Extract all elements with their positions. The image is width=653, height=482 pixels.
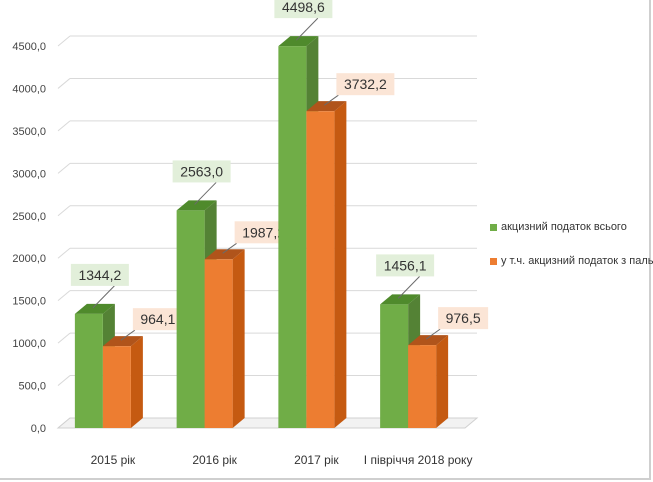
data-label: 976,5 (446, 310, 481, 326)
bar-top (176, 200, 217, 211)
x-tick-label: 2017 рік (294, 453, 339, 467)
gridline-side (57, 35, 71, 47)
bar (176, 210, 205, 428)
gridline-side (57, 375, 71, 386)
data-label: 1456,1 (384, 257, 427, 273)
bar (204, 259, 233, 428)
bar-side (232, 249, 245, 428)
y-tick-label: 4500,0 (12, 41, 46, 53)
bar-top (102, 336, 143, 347)
gridline-side (57, 290, 71, 302)
data-label-box (438, 307, 489, 330)
y-tick-label: 3500,0 (12, 126, 46, 138)
bar (380, 304, 409, 428)
bar-top (204, 249, 245, 260)
data-label-leader (120, 329, 136, 341)
data-label-leader (324, 94, 339, 106)
y-tick-label: 1500,0 (12, 296, 46, 308)
legend: акцизний податок всього у т.ч. акцизний … (490, 218, 653, 286)
bar-side (334, 101, 347, 429)
data-label: 3732,2 (344, 76, 387, 92)
legend-item-total: акцизний податок всього (490, 218, 653, 236)
data-label: 1987,2 (242, 224, 285, 240)
legend-label-total: акцизний податок всього (501, 221, 627, 233)
y-tick-label: 3000,0 (12, 168, 46, 180)
x-tick-label: І півріччя 2018 року (364, 453, 473, 467)
data-label-box (376, 254, 435, 277)
data-label: 1344,2 (78, 267, 121, 283)
data-label-leader (296, 17, 319, 41)
bar-top (278, 36, 319, 47)
gridline-side (57, 78, 71, 89)
bar-top (306, 101, 347, 112)
data-label-box (274, 0, 333, 19)
gridline-side (57, 332, 71, 344)
data-label: 2563,0 (180, 163, 223, 179)
data-label-box (336, 73, 395, 96)
legend-item-fuel: у т.ч. акцизний податок з пального (490, 252, 653, 270)
gridline-side (57, 120, 71, 132)
y-tick-label: 0,0 (31, 423, 46, 435)
data-label-leader (397, 276, 420, 299)
data-label-box (132, 308, 183, 331)
data-label: 964,1 (140, 311, 175, 327)
data-label-leader (92, 285, 115, 309)
data-label-leader (425, 328, 441, 340)
x-tick-label: 2016 рік (192, 453, 237, 467)
y-tick-label: 500,0 (18, 381, 46, 393)
data-label-box (70, 263, 129, 286)
y-tick-label: 2000,0 (12, 253, 46, 265)
bar (408, 345, 437, 428)
y-tick-label: 2500,0 (12, 211, 46, 223)
bar (278, 46, 307, 429)
legend-swatch-fuel (490, 257, 497, 265)
data-label-leader (194, 182, 217, 205)
data-label-box (172, 160, 231, 183)
bar (102, 346, 131, 428)
x-tick-label: 2015 рік (91, 453, 136, 467)
bar (306, 111, 335, 429)
gridline-side (57, 247, 71, 259)
data-label-leader (222, 242, 237, 254)
data-label-box (234, 221, 293, 244)
bar (74, 313, 103, 428)
bar-top (74, 303, 115, 314)
bar-side (436, 335, 449, 428)
gridline-side (57, 205, 71, 217)
y-tick-label: 1000,0 (12, 338, 46, 350)
gridline-side (57, 162, 71, 174)
legend-label-fuel: у т.ч. акцизний податок з пального (501, 255, 653, 267)
bar-top (408, 335, 449, 346)
y-tick-label: 4000,0 (12, 83, 46, 95)
bar-side (130, 336, 143, 428)
legend-swatch-total (490, 223, 497, 231)
bar-top (380, 294, 421, 305)
data-label: 4498,6 (282, 0, 325, 15)
